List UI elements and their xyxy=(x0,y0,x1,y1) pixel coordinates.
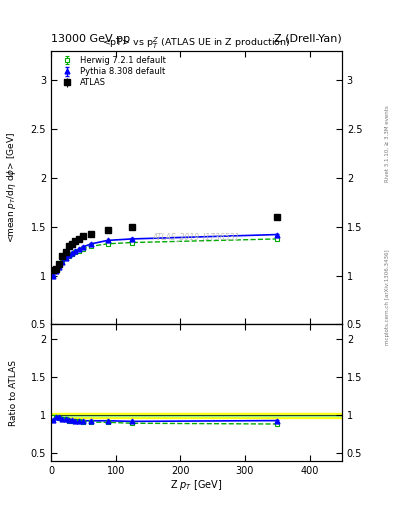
Text: Z (Drell-Yan): Z (Drell-Yan) xyxy=(274,33,342,44)
Y-axis label: Ratio to ATLAS: Ratio to ATLAS xyxy=(9,359,18,425)
X-axis label: Z $p_T$ [GeV]: Z $p_T$ [GeV] xyxy=(170,478,223,493)
Bar xyxy=(51,413,342,418)
Text: ATLAS_2019_I1736531: ATLAS_2019_I1736531 xyxy=(153,232,240,241)
Text: 13000 GeV pp: 13000 GeV pp xyxy=(51,33,130,44)
Title: <pT> vs p$_T^Z$ (ATLAS UE in Z production): <pT> vs p$_T^Z$ (ATLAS UE in Z productio… xyxy=(102,36,291,51)
Text: mcplots.cern.ch [arXiv:1306.3436]: mcplots.cern.ch [arXiv:1306.3436] xyxy=(385,249,390,345)
Bar xyxy=(51,415,342,416)
Text: Rivet 3.1.10, ≥ 3.3M events: Rivet 3.1.10, ≥ 3.3M events xyxy=(385,105,390,182)
Legend: Herwig 7.2.1 default, Pythia 8.308 default, ATLAS: Herwig 7.2.1 default, Pythia 8.308 defau… xyxy=(53,54,169,90)
Y-axis label: <mean $p_T$/d$\eta$ d$\phi$> [GeV]: <mean $p_T$/d$\eta$ d$\phi$> [GeV] xyxy=(5,132,18,243)
